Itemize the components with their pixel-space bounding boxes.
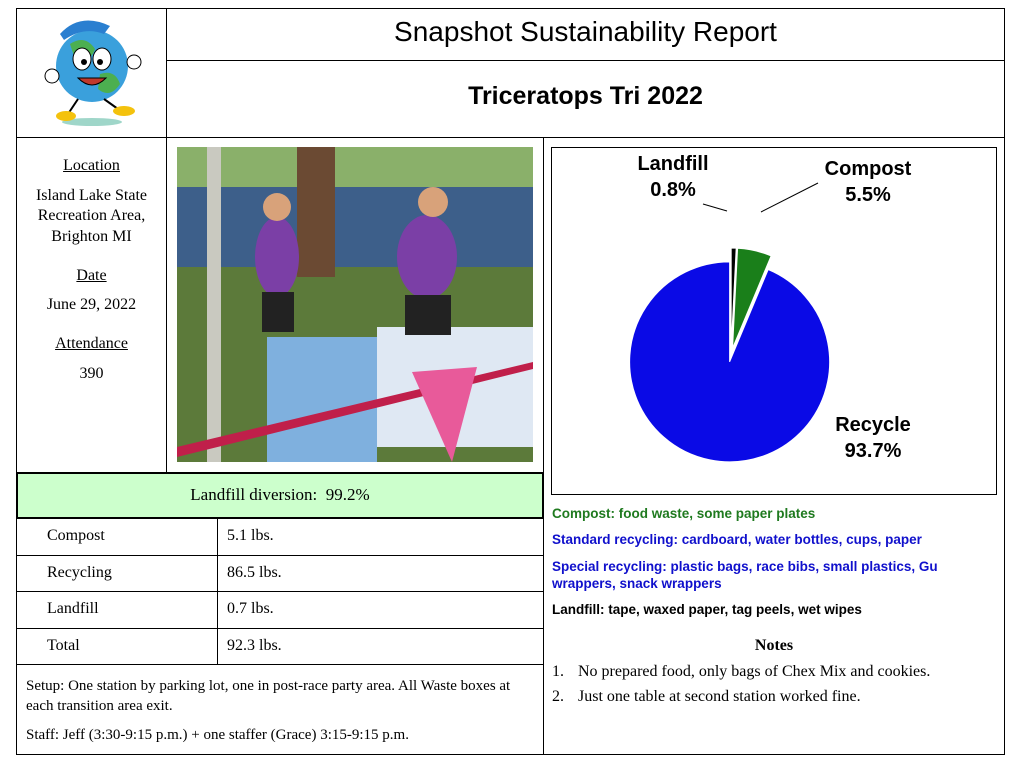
logo (44, 20, 142, 126)
row-label: Compost (47, 527, 105, 544)
row-label: Recycling (47, 563, 112, 581)
staff-text: Staff: Jeff (3:30-9:15 p.m.) + one staff… (26, 727, 409, 743)
event-photo (177, 147, 533, 462)
slice-value-label: 5.5% (845, 184, 891, 206)
report-title: Snapshot Sustainability Report (394, 16, 777, 47)
row-value: 0.7 lbs. (227, 600, 274, 617)
waste-stream: Special recycling: plastic bags, race bi… (552, 559, 938, 591)
note-number: 1. (552, 663, 564, 680)
date: June 29, 2022 (46, 296, 137, 313)
slice-label: Recycle (835, 414, 911, 436)
attendance-label: Attendance (55, 335, 128, 352)
table-divider (217, 554, 218, 591)
pie-slice (629, 261, 831, 463)
table-row (16, 627, 544, 665)
diversion-value: 99.2% (325, 485, 370, 504)
note-text: Just one table at second station worked … (578, 688, 861, 705)
notes-title: Notes (754, 637, 794, 654)
pie-slice (732, 247, 772, 349)
pie-chart: Landfill 0.8% Compost 5.5% Recycle 93.7% (551, 147, 997, 495)
setup-text: Setup: One station by parking lot, one i… (26, 678, 511, 714)
table-divider (217, 518, 218, 555)
event-title: Triceratops Tri 2022 (468, 82, 703, 110)
note-text: No prepared food, only bags of Chex Mix … (578, 663, 931, 680)
note-number: 2. (552, 688, 564, 705)
location-line: Island Lake State (35, 187, 148, 204)
row-label: Total (47, 636, 80, 654)
pie-slice (730, 247, 737, 349)
row-value: 5.1 lbs. (227, 527, 274, 544)
location-line: Brighton MI (51, 228, 132, 245)
date-label: Date (76, 267, 107, 284)
row-label: Landfill (47, 600, 99, 617)
waste-stream: Standard recycling: cardboard, water bot… (552, 532, 922, 547)
waste-stream: Landfill: tape, waxed paper, tag peels, … (552, 602, 862, 617)
right-cell (543, 137, 1005, 755)
slice-value-label: 93.7% (845, 440, 902, 462)
attendance: 390 (79, 365, 104, 382)
table-divider (217, 591, 218, 628)
row-value: 86.5 lbs. (227, 563, 282, 581)
table-divider (217, 627, 218, 664)
leader-line (702, 203, 728, 212)
leader-line (760, 182, 819, 213)
slice-label: Compost (825, 158, 912, 180)
waste-stream: Compost: food waste, some paper plates (552, 506, 816, 521)
slice-value-label: 0.8% (650, 179, 696, 201)
row-value: 92.3 lbs. (227, 636, 282, 654)
diversion-label: Landfill diversion: (190, 485, 318, 504)
slice-label: Landfill (637, 153, 708, 175)
location-label: Location (63, 157, 120, 174)
location-line: Recreation Area, (37, 207, 146, 224)
diversion: Landfill diversion: 99.2% (16, 485, 544, 505)
